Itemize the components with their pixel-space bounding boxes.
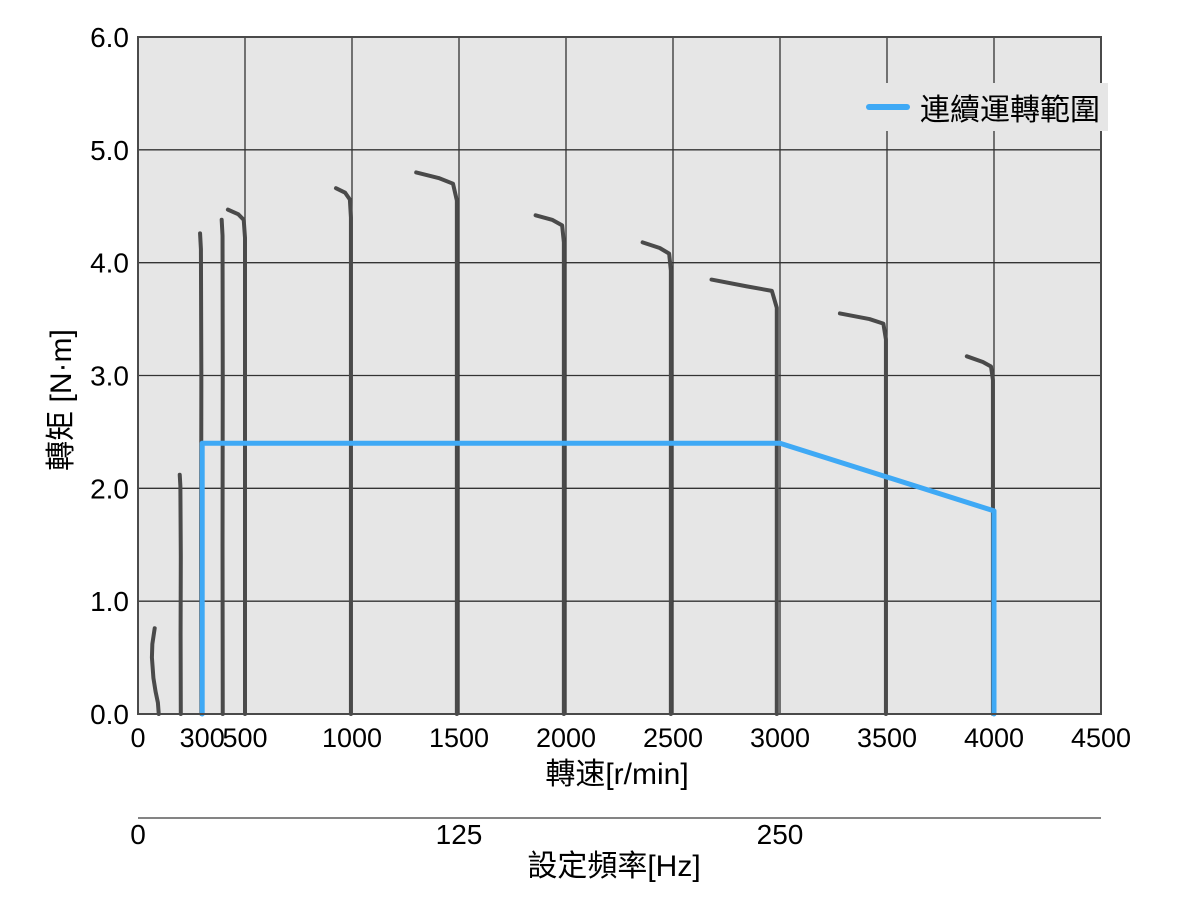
x-tick-label: 1500 bbox=[429, 723, 489, 753]
legend-line-swatch bbox=[866, 104, 910, 110]
legend-label: 連續運轉範圍 bbox=[920, 94, 1100, 127]
y-tick-label: 6.0 bbox=[90, 22, 129, 53]
x-tick-label: 500 bbox=[222, 723, 267, 753]
torque-curve-1500 bbox=[414, 170, 459, 716]
x-tick-label: 2500 bbox=[643, 723, 703, 753]
x-tick-label: 1000 bbox=[322, 723, 382, 753]
torque-curve-4000 bbox=[964, 354, 995, 716]
x-tick-label: 0 bbox=[130, 723, 145, 753]
torque-curve-3500 bbox=[837, 311, 888, 716]
x-tick-label: 2000 bbox=[536, 723, 596, 753]
x-axis-title: 轉速[r/min] bbox=[545, 758, 689, 791]
x2-axis-title: 設定頻率[Hz] bbox=[527, 850, 701, 883]
y-axis-title: 轉矩 [N·m] bbox=[45, 329, 78, 471]
torque-curve-2500 bbox=[640, 240, 673, 716]
x-tick-label: 3500 bbox=[857, 723, 917, 753]
y-tick-label: 3.0 bbox=[90, 361, 129, 392]
x2-tick-label: 250 bbox=[757, 819, 804, 850]
torque-curve-500 bbox=[225, 207, 247, 716]
x-tick-label: 4000 bbox=[964, 723, 1024, 753]
x-tick-label: 300 bbox=[180, 723, 225, 753]
x2-tick-label: 0 bbox=[130, 819, 146, 850]
y-tick-label: 2.0 bbox=[90, 473, 129, 504]
x-tick-label: 3000 bbox=[750, 723, 810, 753]
plot-border bbox=[137, 36, 1102, 715]
y-tick-label: 0.0 bbox=[90, 699, 129, 730]
torque-curve-2000 bbox=[533, 213, 566, 716]
continuous-range-line bbox=[199, 440, 997, 717]
x2-tick-label: 125 bbox=[436, 819, 483, 850]
y-tick-label: 4.0 bbox=[90, 248, 129, 279]
torque-curve-1000 bbox=[333, 186, 353, 716]
torque-curve-400 bbox=[219, 217, 225, 716]
torque-curve-100 bbox=[149, 626, 161, 716]
y-tick-label: 5.0 bbox=[90, 135, 129, 166]
y-tick-label: 1.0 bbox=[90, 586, 129, 617]
x-tick-label: 4500 bbox=[1071, 723, 1131, 753]
legend: 連續運轉範圍 bbox=[856, 83, 1108, 131]
torque-curve-200 bbox=[177, 472, 183, 716]
